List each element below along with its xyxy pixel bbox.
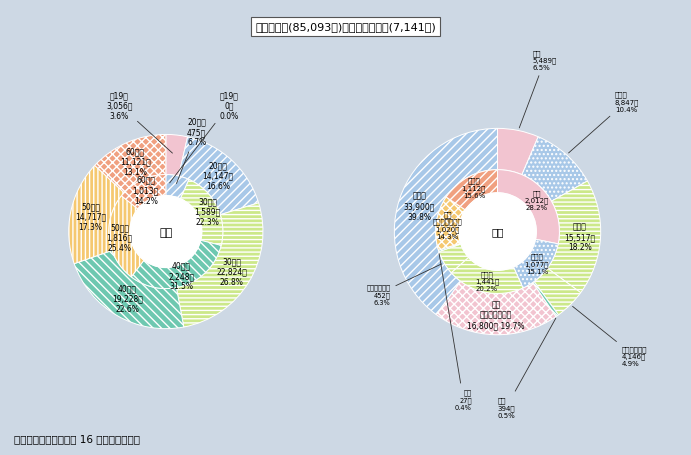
Text: 60歳～
1,013人
14.2%: 60歳～ 1,013人 14.2% [133, 175, 159, 205]
Text: 公務員
1,077人
15.1%: 公務員 1,077人 15.1% [524, 253, 549, 274]
Wedge shape [68, 166, 124, 264]
Text: ～19歳
3,056人
3.6%: ～19歳 3,056人 3.6% [106, 91, 173, 154]
Wedge shape [180, 180, 223, 246]
Wedge shape [178, 137, 258, 215]
Text: 50歳代
1,816人
25.4%: 50歳代 1,816人 25.4% [106, 222, 133, 253]
Wedge shape [435, 197, 466, 251]
Wedge shape [547, 182, 600, 293]
Text: 40歳代
19,228人
22.6%: 40歳代 19,228人 22.6% [112, 284, 143, 313]
Wedge shape [131, 241, 221, 289]
Wedge shape [439, 244, 468, 273]
Wedge shape [534, 268, 580, 315]
Text: 無職
（主婦を含む）
1,020人
14.3%: 無職 （主婦を含む） 1,020人 14.3% [433, 211, 462, 239]
Wedge shape [446, 170, 498, 211]
Wedge shape [498, 129, 538, 175]
Text: ～19歳
0人
0.0%: ～19歳 0人 0.0% [169, 91, 239, 183]
Wedge shape [533, 282, 558, 317]
Text: 20歳代
475人
6.7%: 20歳代 475人 6.7% [176, 117, 207, 184]
Text: 30歳代
22,824人
26.8%: 30歳代 22,824人 26.8% [216, 257, 247, 287]
Text: その他
1,112人
15.6%: その他 1,112人 15.6% [462, 177, 486, 198]
Text: 40歳代
2,248人
31.5%: 40歳代 2,248人 31.5% [168, 261, 194, 291]
Wedge shape [122, 175, 166, 210]
Text: 教員
5,489人
6.5%: 教員 5,489人 6.5% [519, 50, 557, 129]
Wedge shape [498, 170, 560, 244]
Wedge shape [522, 137, 587, 202]
Wedge shape [451, 258, 523, 294]
Text: 個人・自由業
4,146人
4.9%: 個人・自由業 4,146人 4.9% [573, 307, 647, 367]
Text: 農業
27人
0.4%: 農業 27人 0.4% [439, 254, 472, 410]
Text: 会社員
1,441人
20.2%: 会社員 1,441人 20.2% [475, 271, 499, 292]
Text: 外側：大学(85,093人)　内側：大学院(7,141人): 外側：大学(85,093人) 内側：大学院(7,141人) [255, 22, 436, 32]
Circle shape [130, 196, 202, 268]
Wedge shape [95, 135, 166, 193]
Text: 個人・自由業
452人
6.3%: 個人・自由業 452人 6.3% [366, 264, 442, 305]
Text: 教員
2,012人
28.2%: 教員 2,012人 28.2% [524, 190, 549, 211]
Wedge shape [166, 175, 189, 199]
Text: 農業
394人
0.5%: 農業 394人 0.5% [498, 318, 556, 418]
Wedge shape [176, 203, 263, 327]
Text: 30歳代
1,589人
22.3%: 30歳代 1,589人 22.3% [194, 197, 220, 227]
Text: 会社員
15,517人
18.2%: 会社員 15,517人 18.2% [565, 222, 596, 252]
Text: 公務員
8,847人
10.4%: 公務員 8,847人 10.4% [569, 91, 639, 154]
Circle shape [459, 193, 536, 271]
Text: 職業: 職業 [491, 227, 504, 237]
Text: 無職
（主婦を含む）
16,800人 19.7%: 無職 （主婦を含む） 16,800人 19.7% [467, 299, 524, 329]
Wedge shape [513, 240, 558, 288]
Wedge shape [109, 196, 144, 277]
Wedge shape [74, 251, 184, 329]
Text: その他
33,900人
39.8%: その他 33,900人 39.8% [404, 192, 435, 221]
Text: 資料：放送大学（平成 16 年度第２学期）: 資料：放送大学（平成 16 年度第２学期） [14, 434, 140, 444]
Text: 年齢: 年齢 [159, 227, 173, 237]
Wedge shape [166, 135, 187, 177]
Text: 20歳代
14,147人
16.6%: 20歳代 14,147人 16.6% [202, 161, 234, 191]
Wedge shape [436, 282, 556, 335]
Wedge shape [439, 243, 461, 252]
Wedge shape [395, 129, 498, 315]
Text: 50歳代
14,717人
17.3%: 50歳代 14,717人 17.3% [75, 202, 106, 231]
Text: 60歳～
11,121人
13.1%: 60歳～ 11,121人 13.1% [120, 147, 151, 177]
